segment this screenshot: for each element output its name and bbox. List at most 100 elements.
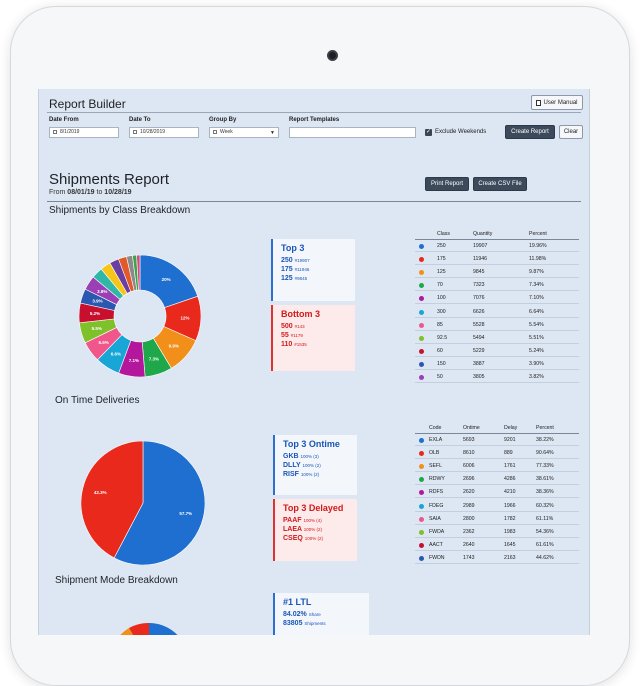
table-row: 50 3805 3.82% [415, 372, 579, 383]
date-to-value: 10/28/2019 [140, 129, 166, 135]
on-time-donut-chart: 57.7% 42.3% [81, 441, 205, 565]
delay-cell: 4286 [504, 476, 516, 483]
table-row: 60 5229 5.24% [415, 346, 579, 357]
ontime-cell: 2989 [463, 502, 475, 509]
percent-cell: 38.36% [536, 489, 554, 496]
ontime-cell: 2620 [463, 489, 475, 496]
table-header: Percent [536, 425, 554, 431]
mode-donut-chart-partial [120, 623, 178, 635]
ontime-item: GKB 100% (3) [283, 453, 319, 460]
quantity-cell: 9845 [473, 269, 485, 276]
report-date-range: From 08/01/19 to 10/28/19 [49, 189, 132, 196]
mode-share: 84.02% Share [283, 611, 321, 618]
date-from-value: 8/1/2019 [60, 129, 80, 135]
percent-cell: 77.33% [536, 463, 554, 470]
legend-dot [419, 348, 424, 354]
delay-cell: 2163 [504, 554, 516, 561]
quantity-cell: 3805 [473, 374, 485, 380]
table-header: Code [429, 425, 442, 431]
code-cell: RDWY [429, 476, 445, 483]
percent-cell: 3.90% [529, 360, 544, 367]
user-manual-button[interactable]: User Manual [531, 95, 583, 110]
quantity-cell: 7076 [473, 295, 485, 302]
ontime-cell: 1743 [463, 554, 475, 561]
create-csv-button[interactable]: Create CSV File [473, 177, 527, 191]
percent-cell: 7.10% [529, 295, 544, 302]
delayed-item: LAEA 100% (2) [283, 526, 323, 533]
exclude-weekends-checkbox[interactable]: ✓ [425, 129, 432, 136]
delay-cell: 1645 [504, 541, 516, 548]
legend-dot [419, 451, 424, 457]
legend-dot [419, 490, 424, 496]
create-report-button[interactable]: Create Report [505, 125, 555, 139]
clear-button[interactable]: Clear [559, 125, 583, 139]
ontime-cell: 2362 [463, 528, 475, 535]
camera-icon [327, 50, 338, 61]
table-row: 70 7323 7.34% [415, 280, 579, 292]
percent-cell: 5.54% [529, 321, 544, 328]
range-to-date: 10/28/19 [104, 189, 132, 196]
table-row: 100 7076 7.10% [415, 293, 579, 305]
mode-slice [129, 623, 149, 635]
table-row: SEFL 6006 1761 77.33% [415, 461, 579, 473]
table-row: AACT 2640 1645 61.61% [415, 540, 579, 551]
data-label: 42.3% [94, 490, 107, 495]
class-cell: 175 [437, 256, 446, 263]
code-cell: RDFS [429, 489, 444, 496]
quantity-cell: 3887 [473, 360, 485, 367]
percent-cell: 90.64% [536, 450, 554, 457]
user-manual-label: User Manual [543, 99, 578, 106]
percent-cell: 60.32% [536, 502, 554, 509]
data-label: 7.3% [149, 356, 159, 361]
legend-dot [419, 283, 424, 289]
class-cell: 150 [437, 360, 446, 367]
on-time-title: On Time Deliveries [55, 395, 140, 406]
top-mode-box: #1 LTL 84.02% Share 83805 Shipments [273, 593, 369, 635]
delay-cell: 1782 [504, 515, 516, 522]
data-label: 5.5% [92, 326, 102, 331]
range-to-word: to [96, 189, 103, 196]
legend-dot [419, 361, 424, 367]
percent-cell: 38.61% [536, 476, 554, 483]
top-mode-heading: #1 LTL [283, 597, 312, 607]
legend-dot [419, 375, 424, 380]
table-row: FWDN 1743 2163 44.62% [415, 553, 579, 564]
mode-breakdown-title: Shipment Mode Breakdown [55, 575, 178, 586]
legend-dot [419, 244, 424, 249]
table-row: RDWY 2696 4286 38.61% [415, 474, 579, 486]
quantity-cell: 5494 [473, 334, 485, 341]
date-from-input[interactable]: 8/1/2019 [49, 127, 119, 138]
group-by-value: Week [220, 129, 233, 135]
delayed-item: PAAF 100% (4) [283, 517, 322, 524]
ontime-cell: 8610 [463, 450, 475, 457]
data-label: 6.6% [111, 352, 121, 357]
code-cell: EXLA [429, 437, 443, 443]
ontime-cell: 5693 [463, 437, 475, 443]
donut-slice [81, 441, 144, 559]
table-header: Delay [504, 425, 518, 431]
calendar-icon [133, 129, 137, 134]
date-to-input[interactable]: 10/28/2019 [129, 127, 199, 138]
class-breakdown-title: Shipments by Class Breakdown [49, 205, 191, 216]
table-header: Quantity [473, 231, 493, 237]
report-title: Shipments Report [49, 171, 170, 188]
percent-cell: 3.82% [529, 374, 544, 380]
quantity-cell: 5528 [473, 321, 485, 328]
ontime-item: RISF 100% (2) [283, 471, 320, 478]
code-cell: FWDN [429, 554, 445, 561]
table-header: Ontime [463, 425, 480, 431]
report-screen: Report Builder User Manual Date From 8/1… [38, 89, 590, 635]
delay-cell: 9201 [504, 437, 516, 443]
mode-shipments: 83805 Shipments [283, 620, 326, 627]
table-header: Percent [529, 231, 547, 237]
table-header: Class [437, 231, 450, 237]
legend-dot [419, 555, 424, 561]
legend-dot [419, 296, 424, 302]
print-report-button[interactable]: Print Report [425, 177, 469, 191]
report-templates-input[interactable] [289, 127, 416, 138]
legend-dot [419, 542, 424, 548]
group-by-select[interactable]: Week ▼ [209, 127, 279, 138]
top-class-item: 125 #9845 [281, 275, 308, 282]
mode-slice [120, 628, 133, 635]
table-row: 250 19907 19.96% [415, 241, 579, 252]
